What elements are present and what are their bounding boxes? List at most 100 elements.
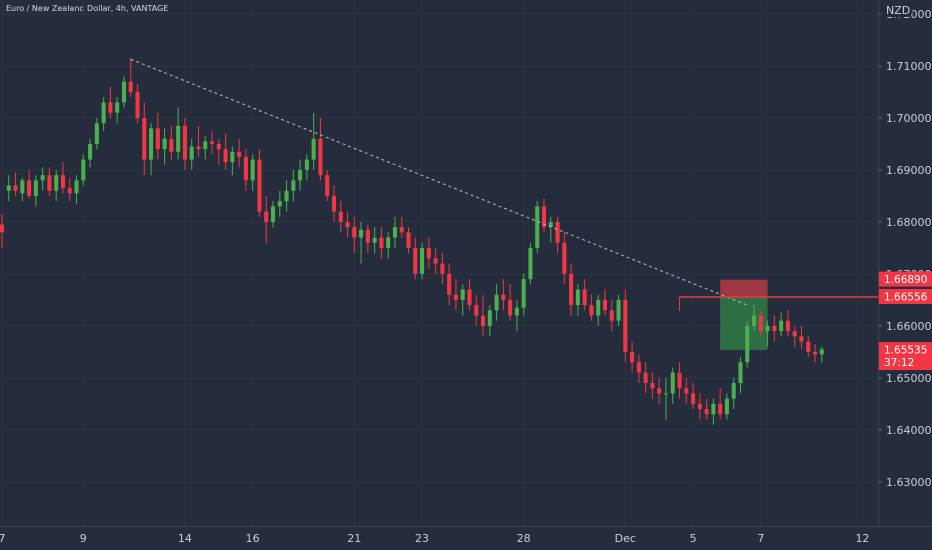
candle-body bbox=[460, 289, 465, 300]
candle-body bbox=[453, 294, 458, 300]
candle-body bbox=[426, 247, 431, 259]
candle-bear bbox=[318, 117, 323, 181]
candle-body bbox=[176, 125, 181, 152]
candle-bear bbox=[684, 377, 689, 404]
y-tick-label: 1.69000 bbox=[886, 164, 932, 177]
price-tag-label: 1.66890 bbox=[884, 274, 927, 286]
candle-body bbox=[169, 138, 174, 152]
price-tag-countdown: 37:12 bbox=[884, 357, 914, 369]
price-tag: 1.66556 bbox=[879, 288, 932, 304]
candle-bear bbox=[630, 341, 635, 373]
candle-bear bbox=[806, 336, 811, 358]
candle-bear bbox=[325, 169, 330, 202]
candle-body bbox=[128, 81, 133, 92]
candle-bear bbox=[13, 172, 18, 196]
candle-bear bbox=[792, 325, 797, 347]
candle-bear bbox=[216, 138, 221, 165]
candle-bull bbox=[372, 227, 377, 254]
candle-body bbox=[264, 211, 269, 222]
position-zones bbox=[720, 279, 768, 351]
candle-body bbox=[697, 403, 702, 410]
candle-bull bbox=[230, 146, 235, 176]
candle-body bbox=[440, 263, 445, 274]
candle-body bbox=[643, 372, 648, 384]
candle-body bbox=[420, 247, 425, 274]
candle-bull bbox=[731, 377, 736, 410]
candle-bull bbox=[752, 305, 757, 332]
candle-bull bbox=[74, 175, 79, 204]
candle-bear bbox=[135, 84, 140, 124]
candle-body bbox=[149, 128, 154, 160]
candle-bear bbox=[467, 279, 472, 311]
candle-body bbox=[406, 232, 411, 248]
candle-body bbox=[60, 175, 66, 189]
candle-bear bbox=[799, 325, 804, 350]
candle-bear bbox=[27, 169, 32, 199]
price-tag-label: 1.65535 bbox=[884, 345, 927, 357]
candle-body bbox=[447, 273, 452, 295]
candle-bear bbox=[555, 216, 560, 254]
candle-bear bbox=[697, 393, 702, 420]
candle-bull bbox=[277, 190, 282, 217]
candle-bull bbox=[115, 97, 120, 124]
candle-bear bbox=[196, 125, 201, 157]
candle-bear bbox=[447, 263, 452, 306]
y-tick-label: 1.68000 bbox=[886, 216, 932, 229]
candle-bear bbox=[433, 247, 438, 274]
candle-bull bbox=[514, 299, 519, 332]
currency-label: NZD bbox=[886, 4, 910, 17]
candle-bear bbox=[413, 237, 418, 280]
candle-body bbox=[575, 289, 580, 306]
x-tick-label: 21 bbox=[347, 532, 361, 545]
candle-body bbox=[528, 247, 533, 280]
candle-body bbox=[521, 279, 526, 308]
candle-body bbox=[142, 117, 147, 160]
x-tick-label: Dec bbox=[615, 532, 636, 545]
candle-body bbox=[203, 141, 208, 150]
candle-bear bbox=[772, 315, 777, 342]
candle-body bbox=[284, 190, 289, 202]
candle-body bbox=[677, 372, 682, 389]
candle-body bbox=[704, 409, 709, 415]
candle-body bbox=[724, 398, 729, 415]
candle-body bbox=[752, 315, 757, 326]
candle-body bbox=[372, 237, 377, 243]
candle-bear bbox=[589, 294, 594, 321]
candle-bull bbox=[121, 76, 126, 108]
candle-bull bbox=[670, 367, 675, 404]
candle-body bbox=[304, 159, 309, 170]
candle-body bbox=[779, 320, 784, 332]
candle-bull bbox=[663, 377, 669, 420]
x-tick-label: 9 bbox=[80, 532, 87, 545]
candle-bear bbox=[0, 214, 5, 248]
candle-body bbox=[481, 315, 486, 326]
candle-bull bbox=[176, 107, 181, 160]
candle-body bbox=[101, 102, 106, 124]
price-tag-bg bbox=[879, 342, 932, 371]
candle-body bbox=[711, 403, 716, 415]
x-tick-label: 28 bbox=[517, 532, 531, 545]
candle-body bbox=[684, 388, 689, 394]
candle-bear bbox=[257, 149, 262, 217]
candle-bear bbox=[541, 198, 547, 233]
candle-bull bbox=[575, 284, 580, 316]
candle-body bbox=[74, 180, 79, 194]
candle-bear bbox=[602, 289, 608, 316]
candle-bull bbox=[101, 97, 106, 131]
candle-bull bbox=[270, 201, 276, 228]
candle-body bbox=[135, 91, 140, 118]
candle-body bbox=[691, 393, 696, 404]
candle-body bbox=[487, 310, 492, 326]
candle-bear bbox=[67, 177, 72, 202]
candle-body bbox=[738, 362, 743, 384]
candle-bear bbox=[569, 263, 574, 316]
candle-body bbox=[562, 242, 567, 274]
candle-body bbox=[799, 336, 804, 342]
candle-body bbox=[54, 175, 59, 191]
stop-loss-zone bbox=[720, 279, 768, 297]
candle-body bbox=[20, 180, 25, 194]
candle-body bbox=[541, 206, 547, 228]
candle-bear bbox=[60, 162, 66, 194]
